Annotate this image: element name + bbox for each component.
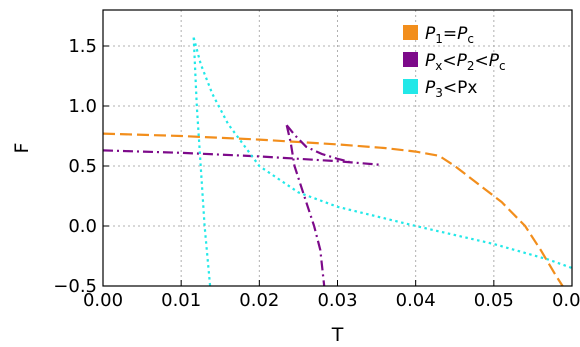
series-2-curve-1 [103, 149, 381, 166]
x-tick-label: 0.05 [474, 290, 514, 311]
legend-swatch [403, 52, 418, 67]
x-axis-label: T [331, 324, 344, 346]
x-tick-label: 0.00 [83, 290, 123, 311]
y-tick-label: 1.0 [68, 96, 97, 117]
series-2-curve-3 [285, 124, 326, 286]
y-axis-label: F [11, 143, 33, 154]
legend: P1=Pc Px<P2<Pc P3<Px [403, 24, 506, 100]
y-tick-label: −0.5 [53, 276, 97, 297]
series-2-curve-2 [285, 124, 350, 163]
series-1-curve-1 [103, 132, 564, 286]
x-tick-label: 0.04 [396, 290, 436, 311]
x-tick-label: 0.02 [239, 290, 279, 311]
legend-swatch [403, 25, 418, 40]
x-tick-label: 0.01 [161, 290, 201, 311]
y-tick-label: 0.5 [68, 156, 97, 177]
series-layer [103, 37, 572, 286]
legend-label: P3<Px [425, 78, 477, 100]
y-tick-label: 1.5 [68, 36, 97, 57]
ticks: 0.00 0.01 0.02 0.03 0.04 0.05 0.06 −0.5 0.0 0.5 1.… [53, 36, 580, 311]
x-tick-label: 0.06 [552, 290, 580, 311]
legend-label: P1=Pc [425, 24, 474, 46]
legend-swatch [403, 79, 418, 94]
x-tick-label: 0.03 [317, 290, 357, 311]
y-tick-label: 0.0 [68, 216, 97, 237]
legend-label: Px<P2<Pc [425, 51, 506, 73]
series-3-curve-2 [192, 37, 572, 270]
